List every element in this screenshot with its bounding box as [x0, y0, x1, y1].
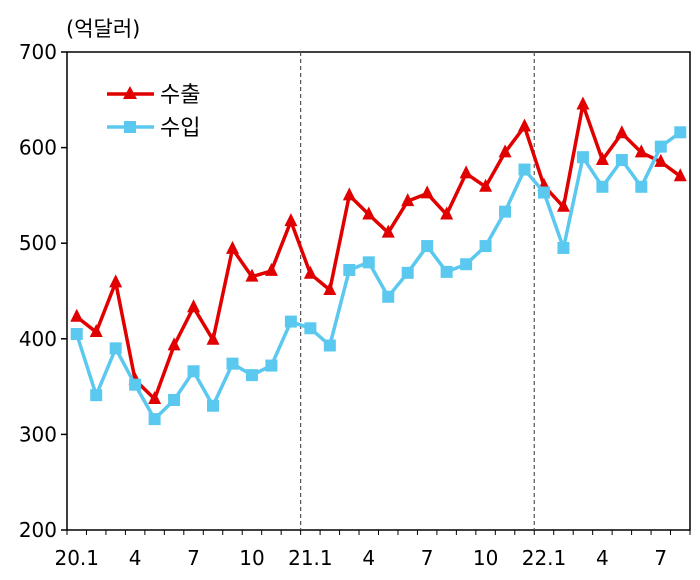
data-point — [303, 265, 317, 279]
x-tick-label: 4 — [362, 546, 375, 570]
data-point — [615, 125, 629, 139]
x-tick-label: 10 — [473, 546, 498, 570]
series-line — [75, 130, 682, 421]
data-point — [557, 241, 570, 254]
x-axis-ticks: 20.1 4 7 10 21.1 4 7 10 22.1 4 7 — [54, 530, 691, 570]
data-point — [382, 290, 395, 303]
data-point — [225, 240, 239, 254]
data-point — [226, 357, 239, 370]
data-point — [673, 168, 687, 182]
data-point — [187, 365, 200, 378]
data-point — [556, 198, 570, 212]
data-point — [440, 265, 453, 278]
series-import — [70, 126, 687, 426]
series-export — [70, 96, 687, 404]
data-point — [264, 262, 278, 276]
data-point — [265, 359, 278, 372]
data-point — [284, 315, 297, 328]
y-tick-label: 300 — [19, 422, 57, 446]
data-point — [615, 154, 628, 167]
data-point — [420, 185, 434, 199]
data-point — [459, 165, 473, 179]
x-tick-label: 4 — [129, 546, 142, 570]
data-point — [90, 389, 103, 402]
data-point — [498, 144, 512, 158]
data-point — [518, 163, 531, 176]
data-point — [129, 378, 142, 391]
data-point — [654, 140, 667, 153]
data-point — [323, 281, 337, 295]
data-point — [148, 413, 161, 426]
data-point — [654, 153, 668, 167]
series-layer — [70, 96, 687, 426]
data-point — [401, 266, 414, 279]
data-point — [537, 186, 550, 199]
data-point — [304, 322, 317, 335]
data-point — [576, 96, 590, 110]
y-tick-label: 400 — [19, 327, 57, 351]
data-point — [206, 331, 220, 345]
y-tick-label: 200 — [19, 518, 57, 542]
legend-label: 수입 — [160, 116, 200, 141]
data-point — [167, 337, 181, 351]
legend-item-export: 수출 — [107, 83, 200, 108]
data-point — [518, 118, 532, 132]
legend-marker — [124, 121, 136, 133]
data-point — [634, 144, 648, 158]
data-point — [207, 399, 220, 412]
y-axis-unit-label: (억달러) — [66, 17, 140, 41]
data-point — [362, 256, 375, 269]
data-point — [635, 180, 648, 193]
data-point — [576, 151, 589, 164]
x-tick-label: 7 — [421, 546, 434, 570]
data-point — [596, 180, 609, 193]
series-line — [75, 102, 682, 401]
data-point — [342, 187, 356, 201]
data-point — [674, 126, 687, 139]
data-point — [245, 268, 259, 282]
x-tick-label: 7 — [187, 546, 200, 570]
data-point — [70, 308, 84, 322]
data-point — [381, 224, 395, 238]
data-point — [595, 151, 609, 165]
data-point — [343, 263, 356, 276]
y-tick-label: 700 — [19, 40, 57, 64]
x-tick-label: 7 — [654, 546, 667, 570]
data-point — [323, 339, 336, 352]
legend-label: 수출 — [160, 83, 200, 108]
legend-marker — [123, 86, 137, 99]
data-point — [479, 240, 492, 253]
data-point — [460, 258, 473, 271]
legend-item-import: 수입 — [107, 116, 200, 141]
data-point — [499, 205, 512, 218]
x-tick-label: 22.1 — [522, 546, 567, 570]
y-tick-label: 500 — [19, 231, 57, 255]
data-point — [70, 328, 83, 341]
data-point — [109, 342, 122, 355]
x-tick-label: 4 — [596, 546, 609, 570]
data-point — [440, 206, 454, 220]
data-point — [421, 240, 434, 253]
data-point — [168, 393, 181, 406]
y-axis-ticks: 200 300 400 500 600 700 — [19, 40, 67, 542]
data-point — [148, 390, 162, 404]
data-point — [362, 206, 376, 220]
x-tick-label: 20.1 — [54, 546, 99, 570]
x-tick-label: 10 — [239, 546, 264, 570]
data-point — [89, 324, 103, 338]
data-point — [187, 299, 201, 313]
year-dividers — [300, 52, 535, 530]
data-point — [109, 274, 123, 288]
y-tick-label: 600 — [19, 136, 57, 160]
data-point — [245, 369, 258, 382]
data-point — [479, 178, 493, 192]
data-point — [401, 193, 415, 207]
x-tick-label: 21.1 — [288, 546, 333, 570]
data-point — [284, 213, 298, 227]
